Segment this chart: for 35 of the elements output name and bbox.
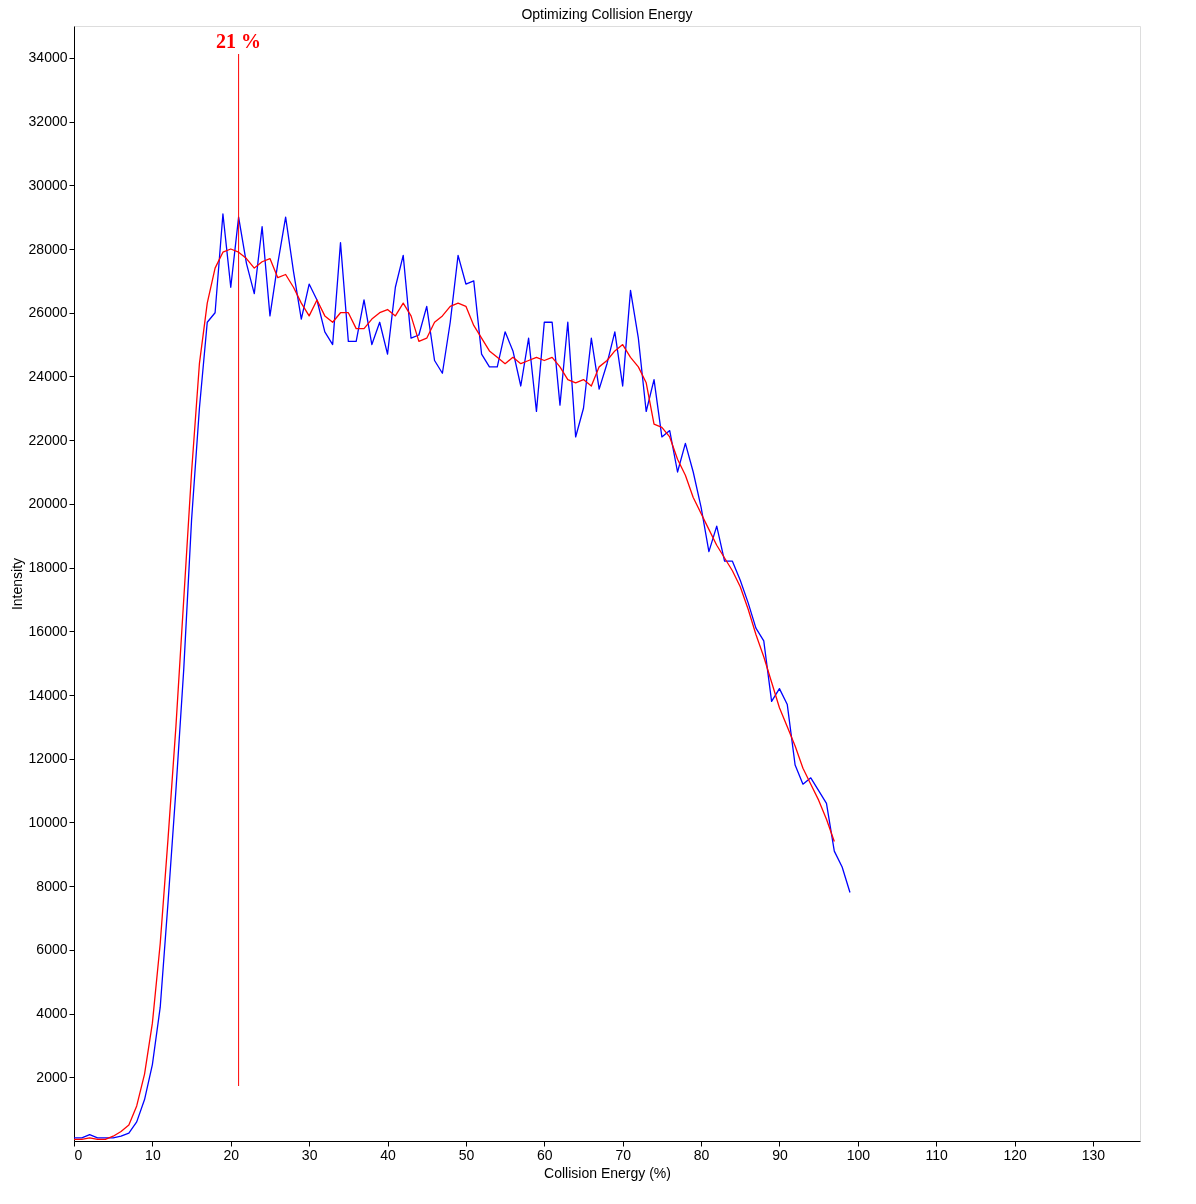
x-tick-label: 80 <box>693 1146 710 1163</box>
x-tick-label: 50 <box>458 1146 475 1163</box>
y-axis-title: Intensity <box>8 557 25 611</box>
x-tick-label: 110 <box>925 1146 949 1163</box>
x-tick-label: 20 <box>223 1146 240 1163</box>
y-tick-label: 18000 <box>28 559 68 576</box>
y-tick-label: 6000 <box>36 941 68 958</box>
y-tick-label: 32000 <box>28 113 68 130</box>
y-tick-label: 2000 <box>36 1068 68 1085</box>
x-tick-label: 40 <box>380 1146 397 1163</box>
x-tick-label: 130 <box>1081 1146 1106 1163</box>
x-axis-title: Collision Energy (%) <box>544 1164 671 1181</box>
x-tick-label: 10 <box>145 1146 161 1163</box>
x-tick-label: 60 <box>537 1146 553 1163</box>
ref-line-label: 21 % <box>216 30 262 52</box>
y-tick-label: 16000 <box>28 622 68 639</box>
x-tick-label: 30 <box>301 1146 318 1163</box>
y-tick-label: 26000 <box>28 304 68 321</box>
y-tick-label: 12000 <box>28 750 68 767</box>
y-tick-label: 24000 <box>28 367 68 384</box>
y-tick-label: 20000 <box>28 495 68 512</box>
y-tick-label: 34000 <box>28 49 68 66</box>
chart-title: Optimizing Collision Energy <box>521 6 693 22</box>
y-tick-label: 8000 <box>36 877 68 894</box>
x-tick-label: 0 <box>74 1146 83 1163</box>
y-tick-label: 30000 <box>28 176 68 193</box>
y-tick-label: 10000 <box>28 813 68 830</box>
y-tick-label: 22000 <box>28 431 68 448</box>
x-tick-label: 90 <box>772 1146 788 1163</box>
x-tick-label: 120 <box>1003 1146 1027 1163</box>
y-tick-label: 14000 <box>28 686 68 703</box>
y-tick-label: 28000 <box>28 240 68 257</box>
y-tick-label: 4000 <box>36 1005 68 1022</box>
x-tick-label: 70 <box>615 1146 632 1163</box>
x-tick-label: 100 <box>846 1146 871 1163</box>
